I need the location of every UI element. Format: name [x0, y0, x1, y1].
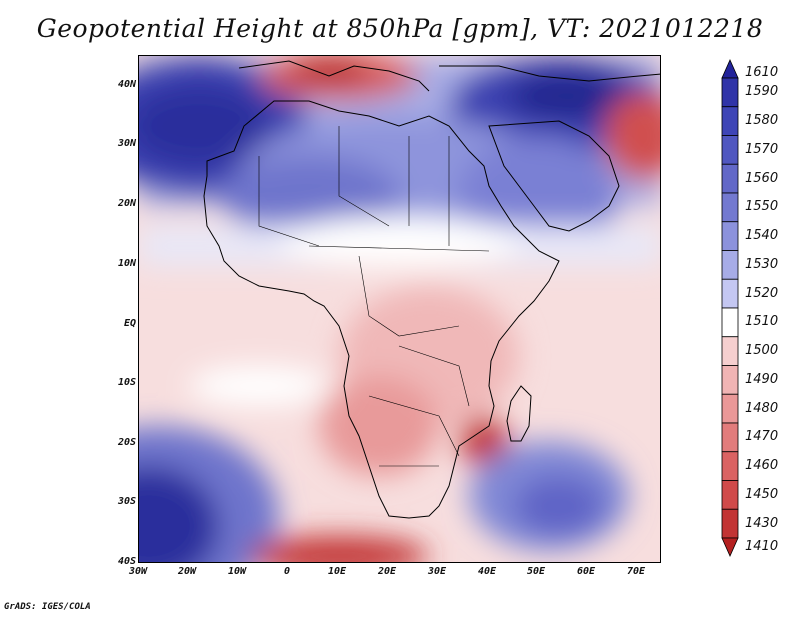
colorbar-segment-0 [721, 59, 739, 79]
colorbar-segment-12 [721, 393, 739, 424]
colorbar-label-1590: 1590 [745, 84, 779, 100]
colorbar-segment-3 [721, 135, 739, 165]
lat-tick-40n: 40N [117, 79, 136, 90]
colorbar-segment-1 [721, 77, 739, 108]
colorbar-segment-10 [721, 336, 739, 366]
lon-tick-20w: 20W [177, 566, 197, 577]
colorbar-segment-2 [721, 106, 739, 136]
colorbar-label-1540: 1540 [745, 228, 779, 244]
lon-tick-60e: 60E [576, 566, 596, 577]
credit-footer: GrADS: IGES/COLA [4, 602, 91, 612]
geopotential-field [139, 56, 660, 562]
colorbar-label-1410: 1410 [745, 539, 779, 554]
colorbar-segment-6 [721, 221, 739, 251]
lon-tick-70e: 70E [626, 566, 646, 577]
colorbar-label-1560: 1560 [745, 170, 779, 186]
country-borders [258, 126, 490, 467]
colorbar-label-1530: 1530 [745, 256, 779, 272]
colorbar-label-1450: 1450 [745, 486, 779, 502]
lat-tick-20n: 20N [117, 198, 136, 209]
colorbar-label-1500: 1500 [745, 343, 779, 359]
lon-tick-20e: 20E [377, 566, 397, 577]
lat-tick-30n: 30N [117, 138, 136, 149]
colorbar-label-1460: 1460 [745, 458, 779, 474]
colorbar-label-1610: 1610 [745, 65, 779, 80]
lat-tick-10n: 10N [117, 258, 136, 269]
lat-tick-20s: 20S [117, 437, 136, 448]
colorbar-label-1510: 1510 [745, 314, 779, 330]
map-title: Geopotential Height at 850hPa [gpm], VT:… [36, 14, 764, 43]
colorbar-segment-11 [721, 365, 739, 395]
colorbar-segment-8 [721, 278, 739, 309]
lon-tick-10w: 10W [227, 566, 247, 577]
lat-tick-eq: EQ [123, 318, 136, 329]
lat-tick-40s: 40S [117, 556, 136, 567]
lon-tick-40e: 40E [477, 566, 497, 577]
colorbar [721, 59, 739, 557]
colorbar-label-1570: 1570 [745, 141, 779, 157]
colorbar-segment-9 [721, 307, 739, 338]
lon-tick-50e: 50E [526, 566, 546, 577]
map-panel [138, 55, 661, 563]
coastlines [203, 60, 660, 519]
colorbar-segment-7 [721, 250, 739, 280]
colorbar-label-1470: 1470 [745, 429, 779, 445]
lon-tick-30w: 30W [128, 566, 148, 577]
colorbar-label-1490: 1490 [745, 371, 779, 387]
colorbar-label-1580: 1580 [745, 113, 779, 129]
colorbar-segment-5 [721, 192, 739, 223]
colorbar-label-1550: 1550 [745, 199, 779, 215]
colorbar-segment-17 [721, 537, 739, 557]
colorbar-label-1520: 1520 [745, 285, 779, 301]
colorbar-segment-13 [721, 422, 739, 453]
colorbar-label-1430: 1430 [745, 515, 779, 531]
lat-tick-30s: 30S [117, 496, 136, 507]
colorbar-segment-16 [721, 508, 739, 539]
colorbar-segment-4 [721, 163, 739, 194]
colorbar-segment-15 [721, 480, 739, 510]
lon-tick-30e: 30E [427, 566, 447, 577]
colorbar-segment-14 [721, 451, 739, 481]
lat-tick-10s: 10S [117, 377, 136, 388]
lon-tick-10e: 10E [327, 566, 347, 577]
lon-tick-0: 0 [283, 566, 291, 577]
colorbar-label-1480: 1480 [745, 400, 779, 416]
